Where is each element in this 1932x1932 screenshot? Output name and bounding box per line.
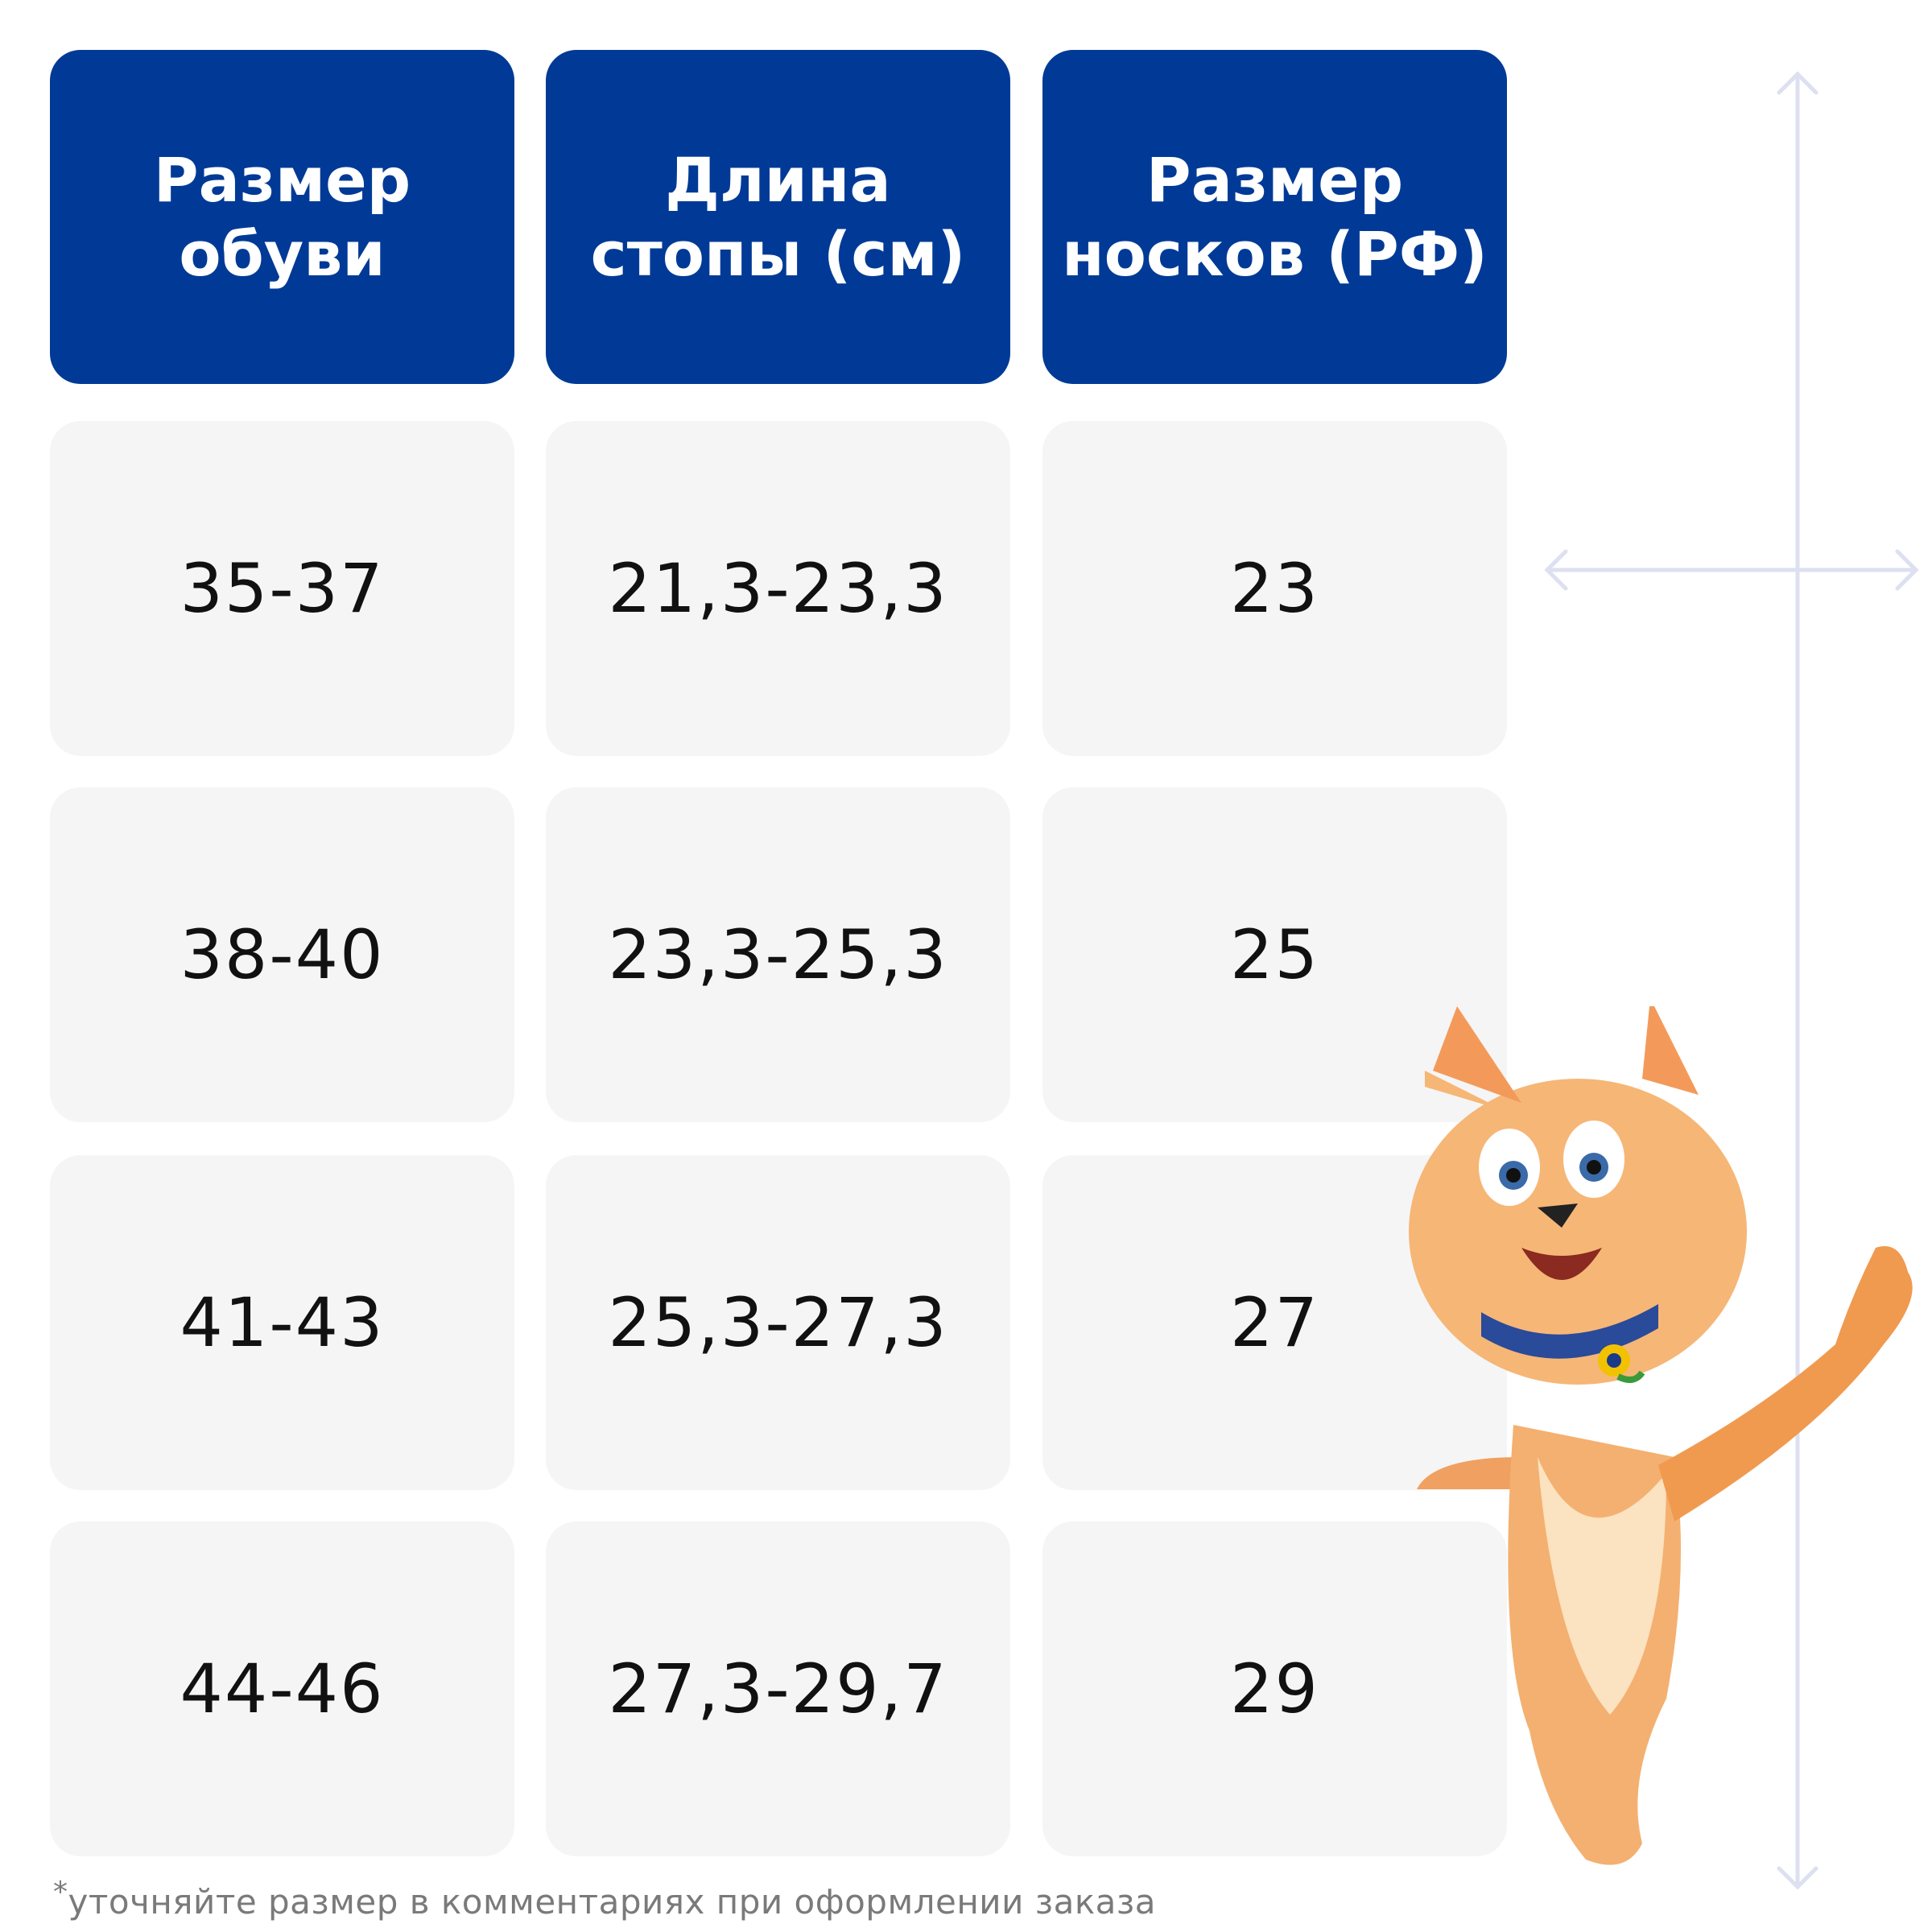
table-cell: 21,3-23,3: [546, 421, 1010, 756]
table-cell: 23: [1042, 421, 1507, 756]
footer-text: уточняйте размер в комментариях при офор…: [68, 1882, 1156, 1922]
vertical-measure-arrow-icon: [1777, 71, 1818, 1890]
table-cell: 29: [1042, 1521, 1507, 1856]
table-cell: 27,3-29,7: [546, 1521, 1010, 1856]
table-cell: 41-43: [50, 1155, 514, 1490]
table-cell: 25: [1042, 787, 1507, 1122]
header-shoe-size: Размер обуви: [50, 50, 514, 384]
table-cell: 27: [1042, 1155, 1507, 1490]
table-cell: 25,3-27,3: [546, 1155, 1010, 1490]
cat-mascot-illustration: [1409, 1006, 1913, 1865]
footer-note: *уточняйте размер в комментариях при офо…: [53, 1876, 1156, 1922]
table-cell: 38-40: [50, 787, 514, 1122]
horizontal-measure-arrow-icon: [1544, 549, 1919, 591]
footer-asterisk: *: [53, 1876, 68, 1909]
table-cell: 35-37: [50, 421, 514, 756]
table-cell: 44-46: [50, 1521, 514, 1856]
table-cell: 23,3-25,3: [546, 787, 1010, 1122]
header-sock-size: Размер носков (РФ): [1042, 50, 1507, 384]
header-foot-length: Длина стопы (см): [546, 50, 1010, 384]
